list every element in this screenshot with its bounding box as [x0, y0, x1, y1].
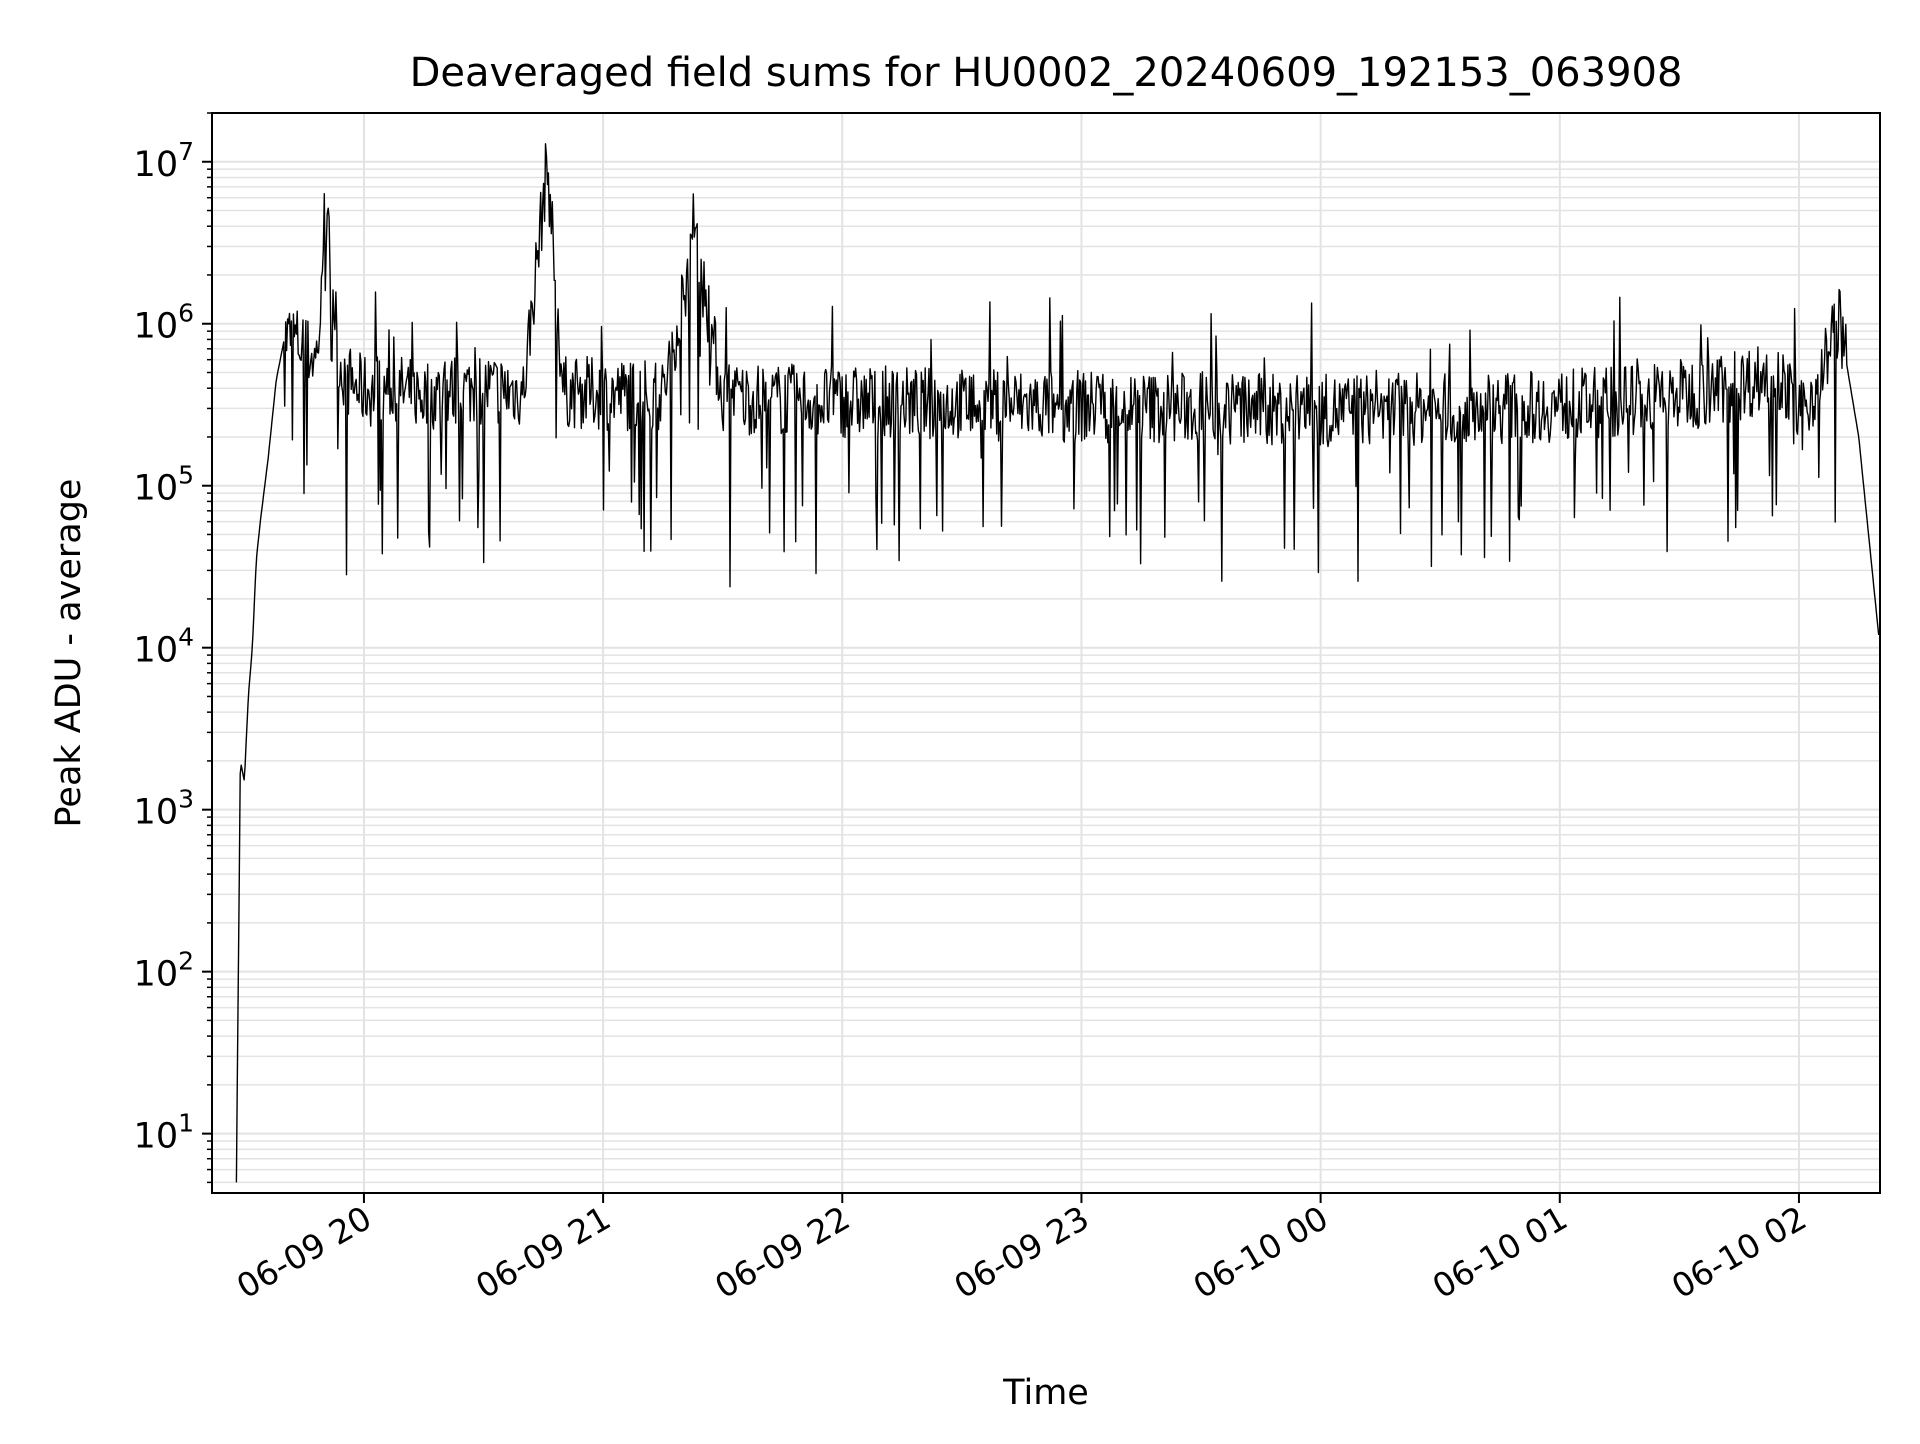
x-tick-label: 06-09 23	[947, 1198, 1095, 1306]
x-axis-label: Time	[1002, 1373, 1089, 1413]
y-tick-label: 101	[134, 1109, 194, 1157]
y-axis-ticks: 101 102 103 104 105 106 107	[134, 112, 212, 1184]
x-tick-label: 06-09 21	[469, 1198, 617, 1306]
x-tick-label: 06-09 20	[230, 1198, 378, 1306]
x-tick-label: 06-10 01	[1426, 1198, 1574, 1306]
plot-area-frame	[211, 112, 1881, 1194]
x-tick-label: 06-10 02	[1665, 1198, 1813, 1306]
y-tick-label: 107	[134, 137, 194, 185]
x-tick-label: 06-09 22	[708, 1198, 856, 1306]
y-tick-label: 105	[134, 461, 194, 509]
grid-lines	[212, 112, 1880, 1193]
y-tick-label: 104	[134, 623, 194, 671]
y-tick-label: 102	[134, 947, 194, 995]
y-axis-label: Peak ADU - average	[49, 479, 89, 828]
x-axis-ticks: 06-09 20 06-09 21 06-09 22 06-09 23 06-10 00…	[230, 1193, 1813, 1306]
y-tick-label: 103	[134, 785, 194, 833]
y-tick-label: 106	[134, 299, 194, 347]
chart-title: Deaveraged field sums for HU0002_2024060…	[410, 50, 1683, 96]
series-line	[235, 143, 1880, 1183]
x-tick-label: 06-10 00	[1187, 1198, 1335, 1306]
